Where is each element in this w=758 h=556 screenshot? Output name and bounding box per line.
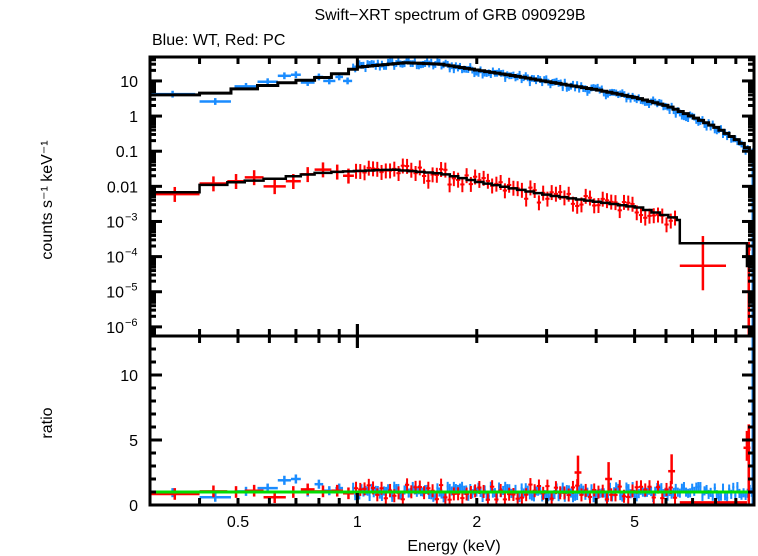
- spectrum-y-tick-label: 10: [106, 320, 124, 337]
- spectrum-y-tick-label: 10: [106, 214, 124, 231]
- spectrum-y-tick-label: 10: [106, 285, 124, 302]
- spectrum-y-tick-label: 0.01: [107, 179, 138, 196]
- spectrum-y-tick-label: 10: [106, 250, 124, 267]
- x-tick-label: 5: [630, 514, 639, 531]
- ratio-y-tick-label: 5: [129, 433, 138, 450]
- spectrum-y-tick-exponent: −3: [125, 211, 138, 223]
- spectrum-y-tick-label: 10: [120, 74, 138, 91]
- ratio-y-axis-label: ratio: [39, 407, 56, 438]
- x-axis-label: Energy (keV): [407, 538, 500, 555]
- ratio-y-tick-label: 10: [120, 368, 138, 385]
- plot-layer: [150, 56, 755, 505]
- chart-title: Swift−XRT spectrum of GRB 090929B: [314, 7, 585, 24]
- ratio-panel-frame: [148, 334, 756, 507]
- pc-model-curve: [150, 168, 751, 268]
- x-tick-label: 2: [472, 514, 481, 531]
- ratio-y-tick-label: 0: [129, 498, 138, 515]
- x-tick-label: 0.5: [227, 514, 249, 531]
- chart-subtitle: Blue: WT, Red: PC: [152, 32, 285, 49]
- spectrum-y-tick-label: 1: [129, 109, 138, 126]
- spectrum-y-tick-exponent: −6: [125, 317, 138, 329]
- spectrum-panel-frame: [148, 55, 756, 338]
- spectrum-y-axis-label: counts s⁻¹ keV⁻¹: [39, 140, 56, 259]
- spectrum-y-axis-label-group: counts s⁻¹ keV⁻¹: [39, 140, 56, 259]
- wt-model-curve: [150, 61, 753, 153]
- spectrum-y-tick-label: 0.1: [116, 144, 138, 161]
- spectrum-y-tick-exponent: −4: [125, 247, 138, 259]
- x-tick-label: 1: [353, 514, 362, 531]
- spectrum-y-tick-exponent: −5: [125, 282, 138, 294]
